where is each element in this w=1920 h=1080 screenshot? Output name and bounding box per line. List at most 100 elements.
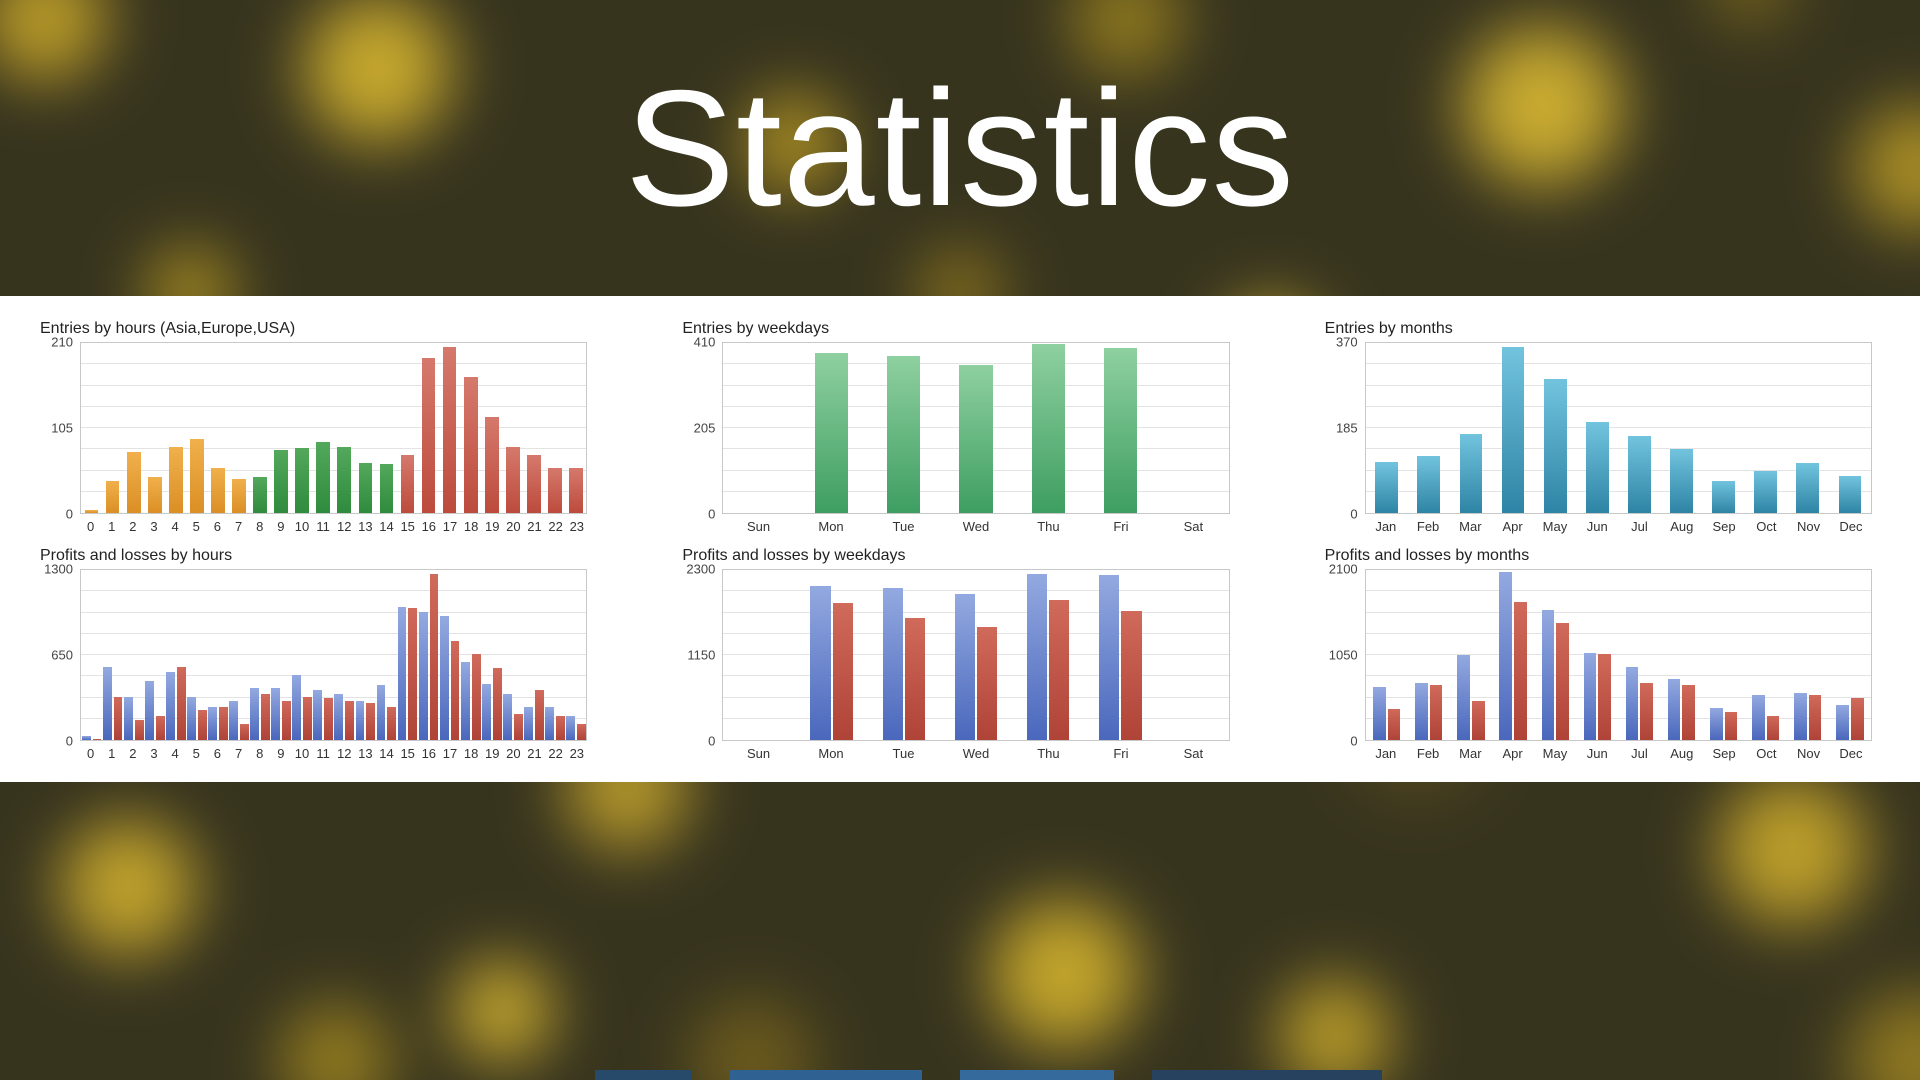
bar (1754, 470, 1778, 513)
bar-slot (228, 343, 249, 513)
bar-slot (81, 343, 102, 513)
bar-slot (1745, 343, 1787, 513)
gridline (81, 696, 587, 698)
bar-slot (334, 343, 355, 513)
chart-body: 0 185 370 Jan Feb Mar Apr May Jun Jul Aug Sep Oct Nov… (1325, 336, 1872, 536)
x-tick-label: 16 (421, 519, 437, 534)
bar-slot (1787, 570, 1829, 740)
bar-slot (544, 570, 565, 740)
chart-title: Entries by months (1324, 320, 1453, 337)
bar (211, 468, 225, 513)
gridline (1365, 654, 1871, 655)
bar-slot (940, 570, 1012, 740)
bar (545, 707, 554, 740)
bar (502, 694, 512, 740)
x-tick-label: Sat (1183, 519, 1204, 534)
bar-slot (502, 570, 523, 740)
x-tick-label: 2 (129, 746, 137, 761)
bar (1099, 575, 1120, 740)
x-tick-label: 17 (442, 519, 458, 534)
x-tick-label: 23 (569, 519, 585, 534)
bar (1682, 684, 1696, 740)
bar (481, 683, 491, 740)
x-tick-label: Dec (1839, 519, 1863, 534)
bar (1836, 705, 1849, 740)
bars (723, 343, 1228, 513)
bar-slot (1703, 570, 1745, 740)
bar (295, 448, 309, 513)
gridline (81, 490, 587, 492)
y-tick-label: 1150 (687, 647, 716, 663)
bar (1387, 709, 1401, 740)
x-tick-label: 8 (256, 746, 264, 761)
bar (144, 681, 154, 740)
gridline (1365, 490, 1871, 492)
bar-slot (1745, 570, 1787, 740)
bar-slot (186, 343, 207, 513)
bar (418, 611, 428, 740)
gridline (723, 363, 1229, 365)
bar (1501, 346, 1525, 513)
bar (1583, 653, 1597, 740)
x-tick-label: Feb (1416, 519, 1440, 534)
x-tick-label: 13 (358, 519, 373, 534)
page-title: Statistics (624, 55, 1296, 240)
bar (555, 716, 565, 740)
taskbar-sliver (0, 1070, 1920, 1080)
bar-slot (123, 570, 144, 740)
bar (1598, 654, 1611, 740)
x-axis: Sun Mon Tue Wed Thu Fri Sat (722, 741, 1229, 763)
bar (492, 668, 502, 740)
chart-profits-losses-by-hours: Profits and losses by hours 0 650 1300 0 1 2 3 4… (40, 547, 588, 766)
bar (513, 713, 523, 740)
bar-slot (1660, 343, 1702, 513)
bar-slot (1450, 343, 1492, 513)
x-tick-label: Jul (1631, 519, 1648, 534)
bar-slot (165, 343, 186, 513)
bar (954, 593, 975, 740)
bar (232, 479, 246, 513)
chart-title: Profits and losses by hours (40, 547, 233, 564)
bar (484, 417, 499, 513)
x-tick-label: May (1542, 519, 1568, 534)
gridline (81, 448, 587, 450)
x-tick-label: Jun (1586, 746, 1608, 761)
x-tick-label: 22 (548, 519, 563, 534)
bar-slot (81, 570, 102, 740)
x-tick-label: 10 (294, 519, 310, 534)
x-tick-label: Wed (962, 519, 990, 534)
bar (1670, 448, 1693, 513)
bar (527, 454, 541, 513)
bar-slot (544, 343, 565, 513)
bar (105, 480, 120, 513)
x-tick-label: Nov (1797, 746, 1821, 761)
bar (208, 707, 217, 740)
bar (1514, 602, 1527, 740)
y-tick-label: 0 (1350, 506, 1358, 522)
bar (376, 685, 386, 740)
x-tick-label: Jun (1586, 519, 1608, 534)
bar (324, 698, 334, 740)
x-tick-label: Jan (1375, 519, 1397, 534)
bar (534, 690, 544, 740)
bar (187, 696, 196, 740)
bar (197, 709, 207, 740)
bar-slot (460, 343, 481, 513)
gridline (1365, 611, 1871, 613)
bar-slot (250, 343, 271, 513)
x-tick-label: Oct (1756, 519, 1777, 534)
bar-slot (334, 570, 355, 740)
y-axis: 0 1050 2100 (1325, 563, 1365, 748)
bar-slot (355, 343, 376, 513)
bar (92, 738, 102, 740)
x-tick-label: Jul (1631, 746, 1648, 761)
gridline (81, 405, 587, 407)
x-tick-label: 14 (379, 519, 394, 534)
bar-slot (207, 570, 228, 740)
gridline (81, 611, 587, 613)
gridline (1365, 427, 1871, 428)
bar (134, 720, 144, 740)
bars (1366, 570, 1871, 740)
bar (1556, 622, 1569, 740)
x-tick-label: Sep (1712, 519, 1736, 534)
